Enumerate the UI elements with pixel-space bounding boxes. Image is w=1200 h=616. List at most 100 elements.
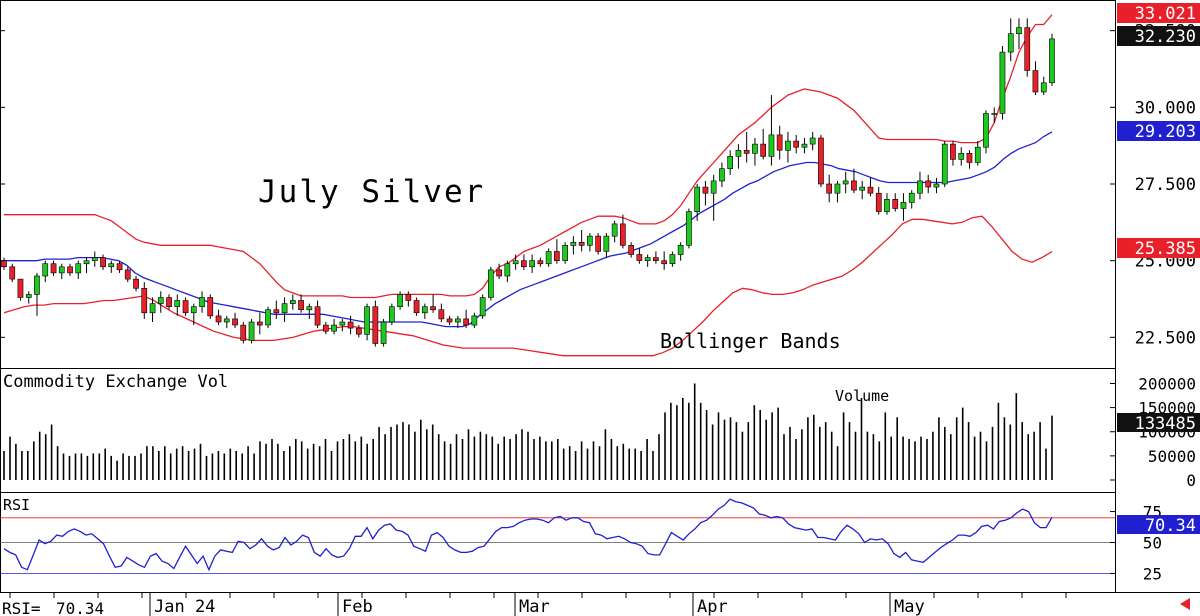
month-label: Jan 24 [154,597,215,616]
volume-panel-label: Commodity Exchange Vol [3,372,228,392]
candle-body [958,153,965,160]
candle-body [694,186,700,212]
candle-body [520,260,527,268]
candle-body [966,153,973,163]
candle-body [1032,70,1039,93]
candle-body [322,324,329,332]
candle-body [900,202,907,209]
candle-body [331,324,337,332]
month-label: Feb [342,597,373,616]
candle-body [273,309,280,314]
price-tick-label: 22.500 [1135,328,1196,348]
lower-band-tag: 25.385 [1135,239,1196,259]
candle-body [884,199,890,212]
candle-body [933,183,940,188]
candle-body [405,294,412,301]
candle-body [818,137,824,185]
candle-body [223,318,230,323]
candle-body [256,321,263,326]
candle-body [364,306,370,335]
candle-body [669,254,676,264]
candle-body [298,300,304,310]
candle-body [776,134,783,151]
candle-body [265,309,271,326]
upper-bollinger-band [4,14,1053,299]
candle-body [743,150,750,154]
candle-body [578,242,585,246]
candle-body [133,278,139,289]
candle-body [42,263,49,277]
candle-body [727,156,733,169]
volume-last-tag: 133485 [1135,414,1196,434]
candle-body [619,223,626,246]
rsi-last-tag: 70.34 [1145,516,1196,536]
candle-body [917,180,923,194]
candle-body [487,269,494,298]
scroll-left-arrow-icon[interactable] [1180,598,1190,610]
candle-body [108,263,115,268]
candle-body [388,306,395,323]
candle-body [75,263,82,274]
candle-body [735,150,742,157]
candle-body [760,143,766,157]
candle-body [925,180,932,188]
candle-body [661,260,667,265]
candle-body [67,266,73,274]
month-label: May [894,597,925,616]
candle-body [100,257,106,268]
candle-body [471,315,478,326]
candle-body [1040,82,1047,93]
candle-body [545,251,552,265]
candle-body [793,140,799,148]
candle-body [232,318,238,326]
candle-body [801,143,808,148]
volume-tick-label: 150000 [1138,399,1196,418]
candle-body [562,245,568,261]
volume-tick-label: 200000 [1138,374,1196,393]
candle-body [306,306,313,311]
candle-body [677,245,684,255]
candle-body [1024,27,1031,71]
candle-body [289,300,296,304]
candle-body [83,260,90,265]
rsi-tick-label: 50 [1143,534,1162,553]
candle-body [463,318,470,326]
candle-body [768,134,775,157]
upper-band-tag: 33.021 [1135,4,1196,24]
candle-body [595,235,601,252]
candle-body [347,321,354,329]
candle-body [190,306,197,314]
volume-layer [3,383,1053,480]
candle-body [842,180,849,185]
candle-body [809,137,816,145]
candle-body [892,199,899,209]
rsi-layer [0,498,1115,574]
candle-body [413,300,420,314]
candle-body [166,297,172,307]
candle-body [116,263,123,271]
candle-body [611,223,618,237]
candle-body [149,303,156,314]
candle-body [182,300,189,314]
candle-body [603,235,610,252]
candle-body [34,275,40,295]
candle-body [504,263,511,277]
rsi-panel-label: RSI [3,496,30,514]
candle-body [686,211,692,246]
axis-layer: 22.50025.00027.50030.00032.5000500001000… [0,22,1196,616]
upper-band-tag-bg [1117,3,1200,23]
candle-body [710,180,717,194]
candle-body [628,245,634,255]
candle-body [58,266,65,274]
candle-body [719,168,725,182]
candle-body [1049,38,1055,84]
candle-body [529,260,535,268]
price-layer [1,14,1055,357]
volume-tick-label: 50000 [1148,447,1196,466]
volume-last-tag-bg [1117,413,1200,432]
candle-body [991,113,998,115]
candle-body [199,297,205,307]
middle-band-tag: 29.203 [1135,122,1196,142]
candle-body [941,143,948,185]
